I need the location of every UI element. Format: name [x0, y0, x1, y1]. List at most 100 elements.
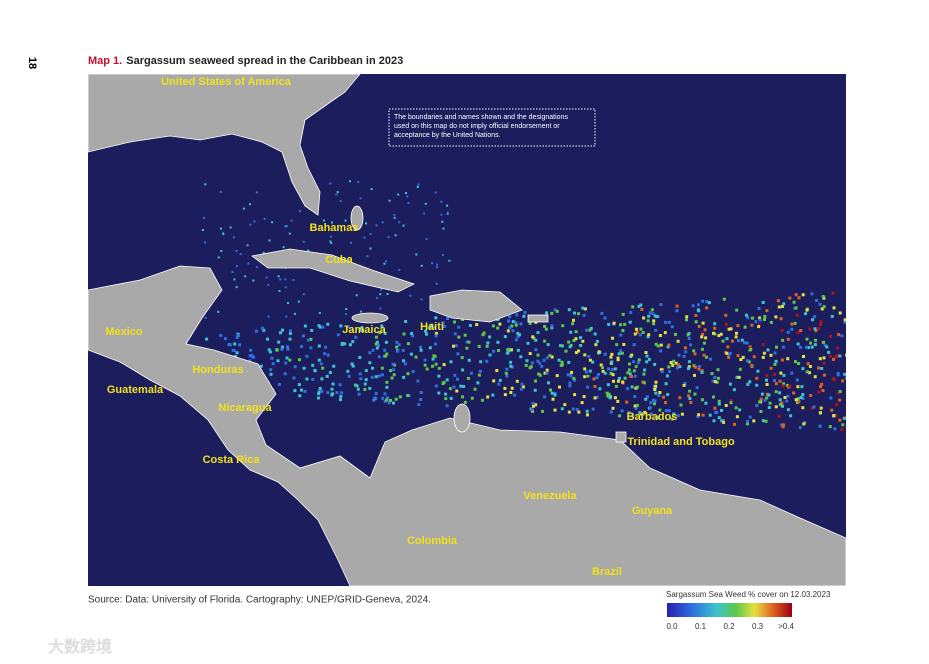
speckle: [311, 377, 315, 381]
speckle: [238, 343, 242, 347]
speckle: [774, 390, 778, 394]
speckle: [648, 406, 652, 410]
speckle: [293, 389, 297, 393]
speckle: [519, 322, 523, 326]
speckle: [335, 391, 339, 395]
speckle: [586, 413, 589, 417]
speckle: [530, 361, 534, 365]
speckle: [737, 375, 741, 379]
speckle: [773, 351, 777, 355]
speckle: [607, 367, 610, 371]
speckle: [330, 393, 334, 397]
speckle: [626, 387, 629, 391]
speckle: [222, 231, 225, 234]
speckle: [371, 348, 375, 352]
speckle: [550, 311, 554, 315]
speckle: [419, 398, 423, 401]
speckle: [453, 320, 456, 324]
speckle: [750, 323, 754, 327]
speckle: [437, 391, 441, 395]
speckle: [338, 383, 342, 387]
speckle: [838, 311, 842, 315]
speckle: [425, 238, 428, 241]
speckle: [609, 410, 613, 414]
speckle: [633, 395, 637, 399]
legend-title: Sargassum Sea Weed % cover on 12.03.2023: [666, 590, 831, 599]
speckle: [204, 241, 207, 244]
speckle: [593, 332, 597, 336]
speckle: [514, 323, 518, 327]
speckle: [415, 253, 418, 256]
speckle: [725, 337, 729, 341]
speckle: [752, 355, 756, 359]
speckle: [271, 362, 275, 366]
speckle: [370, 188, 373, 191]
speckle: [383, 399, 387, 403]
speckle: [684, 350, 688, 354]
speckle: [677, 363, 681, 367]
speckle: [653, 314, 657, 318]
speckle: [431, 357, 435, 361]
speckle: [754, 320, 758, 324]
speckle: [485, 344, 489, 348]
speckle: [820, 367, 824, 370]
speckle: [617, 352, 621, 356]
speckle: [656, 415, 660, 419]
speckle: [593, 385, 597, 388]
speckle: [691, 304, 695, 308]
speckle: [834, 355, 838, 359]
speckle: [676, 339, 680, 343]
speckle: [651, 398, 655, 402]
speckle: [528, 322, 532, 325]
speckle: [823, 343, 827, 347]
speckle: [358, 372, 362, 376]
speckle: [353, 383, 357, 387]
speckle: [735, 375, 739, 379]
speckle: [633, 332, 637, 336]
speckle: [262, 251, 265, 254]
speckle: [573, 311, 576, 315]
speckle: [340, 229, 343, 232]
speckle: [467, 376, 470, 380]
speckle: [677, 353, 681, 357]
speckle: [841, 379, 845, 383]
speckle: [567, 410, 571, 414]
speckle: [473, 387, 477, 391]
speckle: [248, 359, 252, 363]
speckle: [808, 327, 812, 331]
speckle: [445, 404, 449, 408]
speckle: [799, 345, 803, 349]
speckle: [586, 385, 590, 389]
speckle: [759, 397, 763, 401]
speckle: [318, 387, 322, 390]
speckle: [701, 299, 705, 303]
place-label: Jamaica: [342, 324, 386, 336]
speckle: [572, 376, 576, 380]
speckle: [600, 311, 604, 315]
legend-colorbar: [667, 603, 792, 617]
speckle: [765, 378, 768, 382]
speckle: [370, 375, 374, 379]
speckle: [680, 412, 684, 416]
speckle: [780, 423, 784, 427]
speckle: [629, 375, 633, 378]
speckle: [574, 330, 578, 334]
speckle: [830, 314, 834, 318]
speckle: [247, 262, 250, 265]
speckle: [537, 372, 541, 376]
speckle: [795, 378, 799, 382]
speckle: [636, 361, 640, 365]
speckle: [643, 410, 647, 414]
speckle: [712, 419, 716, 423]
speckle: [317, 344, 321, 348]
speckle: [269, 372, 273, 376]
speckle: [459, 384, 463, 388]
speckle: [259, 364, 263, 368]
speckle: [544, 327, 548, 331]
speckle: [645, 395, 649, 399]
speckle: [321, 366, 325, 370]
speckle: [725, 351, 729, 355]
speckle: [533, 388, 537, 392]
speckle: [794, 306, 798, 310]
speckle: [434, 331, 438, 335]
